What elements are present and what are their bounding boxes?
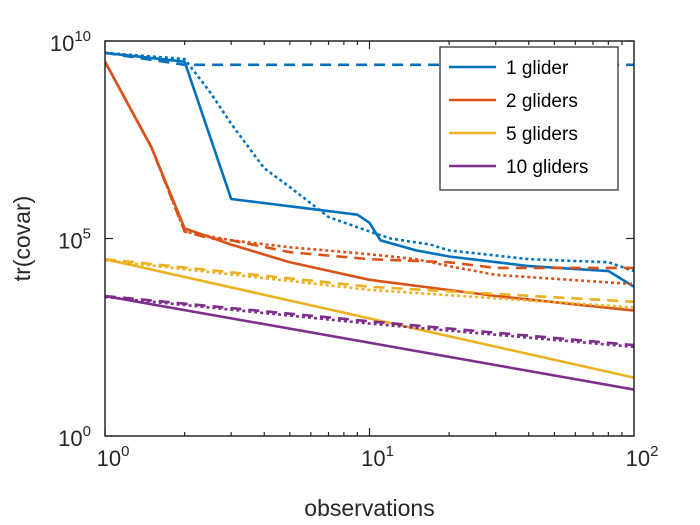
legend-label-3: 10 gliders — [506, 157, 588, 178]
legend-label-1: 2 gliders — [506, 91, 578, 112]
series-line-0-dot — [105, 51, 634, 273]
series-line-2-dot — [105, 259, 634, 309]
series-line-2-dash — [105, 257, 634, 304]
series-line-2-solid — [105, 257, 634, 379]
ticks-layer — [104, 40, 634, 437]
y-tick-label-0: 100 — [58, 423, 91, 451]
x-axis-title: observations — [304, 495, 434, 521]
series-line-3-dash — [105, 294, 634, 347]
x-tick-label-0: 100 — [97, 443, 130, 471]
y-tick-label-1: 105 — [58, 226, 91, 254]
legend-label-0: 1 glider — [506, 58, 569, 79]
x-tick-label-1: 101 — [361, 443, 394, 471]
y-tick-label-2: 1010 — [50, 28, 91, 56]
y-axis-title: tr(covar) — [9, 196, 35, 282]
series-line-1-dash — [105, 61, 634, 270]
series-layer — [105, 51, 634, 391]
series-line-3-dot — [105, 295, 634, 349]
legend-label-2: 5 gliders — [506, 124, 578, 145]
tick-labels-layer: 100 101 102 100 105 1010 — [50, 28, 659, 471]
series-line-3-solid — [105, 294, 634, 391]
x-tick-label-2: 102 — [626, 443, 659, 471]
legend: 1 glider 2 gliders 5 gliders 10 gliders — [439, 46, 619, 191]
